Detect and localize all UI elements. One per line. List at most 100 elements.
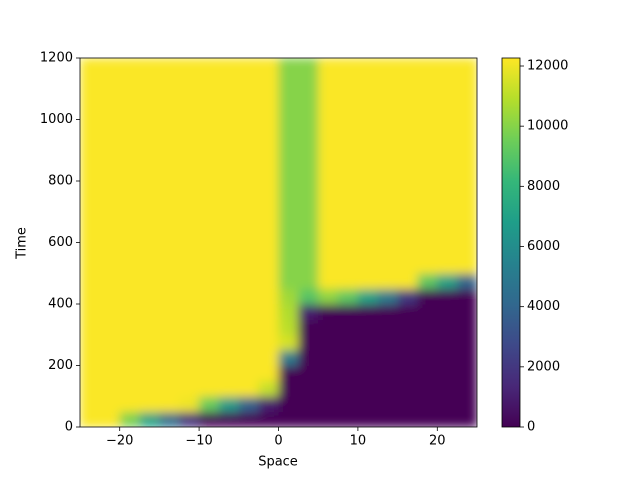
x-tick-label: 10 [350,434,367,449]
heatmap-cell [278,242,299,259]
heatmap-cell [397,181,419,197]
heatmap-cell [258,319,280,336]
heatmap-cell [397,304,419,320]
heatmap-cell [139,165,160,182]
heatmap-cell [298,411,319,427]
heatmap-cell [199,257,220,274]
heatmap-cell [357,273,379,290]
heatmap-cell [179,211,200,228]
heatmap-cell [258,211,280,228]
heatmap-cell [457,88,477,105]
heatmap-cell [437,150,458,167]
heatmap-cell [278,104,299,121]
heatmap-cell [377,196,399,213]
heatmap-cell [278,73,299,90]
heatmap-cell [258,334,280,351]
heatmap-cell [417,319,438,336]
heatmap-cell [437,165,458,182]
heatmap-cell [99,319,121,336]
heatmap-cell [377,227,399,244]
heatmap-cell [318,380,339,397]
heatmap-cell [397,119,419,136]
heatmap-cell [278,257,299,274]
heatmap-cell [298,58,319,74]
heatmap-cell [457,196,477,213]
heatmap-cell [139,73,160,90]
colorbar-tick-label: 8000 [527,179,560,194]
heatmap-cell [417,242,438,259]
heatmap-cell [80,88,101,105]
x-axis-label: Space [258,455,298,470]
heatmap-cell [338,227,359,244]
heatmap-cell [397,273,419,290]
heatmap-cell [278,150,299,167]
heatmap-cell [437,365,458,382]
heatmap-cell [357,396,379,413]
heatmap-cell [80,104,101,121]
heatmap-cell [199,73,220,90]
heatmap-cell [139,319,160,336]
heatmap-cell [338,319,359,336]
heatmap-cell [238,380,260,397]
heatmap-cell [318,273,339,290]
heatmap-cell [199,304,220,320]
heatmap-cell [278,88,299,105]
heatmap-cell [99,58,121,74]
heatmap-cell [357,380,379,397]
heatmap-cell [258,288,280,305]
heatmap-cell [278,165,299,182]
heatmap-cell [338,288,359,305]
heatmap-cell [278,304,299,320]
heatmap-cell [179,304,200,320]
heatmap-cell [397,165,419,182]
heatmap-cell [377,88,399,105]
heatmap-cell [357,411,379,427]
heatmap-cell [377,273,399,290]
heatmap-cell [99,165,121,182]
heatmap-cell [357,319,379,336]
heatmap-cell [179,365,200,382]
heatmap-cell [139,196,160,213]
heatmap-cell [99,304,121,320]
heatmap-cell [139,104,160,121]
heatmap-cell [417,411,438,427]
heatmap-cell [298,334,319,351]
heatmap-cell [318,88,339,105]
heatmap-cell [80,119,101,136]
heatmap-cell [258,257,280,274]
heatmap-cell [457,73,477,90]
heatmap-cell [377,380,399,397]
heatmap-cell [278,181,299,197]
heatmap-cell [179,288,200,305]
heatmap-cell [179,396,200,413]
heatmap-cell [119,88,141,105]
heatmap-cell [298,196,319,213]
heatmap-cell [457,334,477,351]
heatmap-cell [199,380,220,397]
heatmap-cell [318,319,339,336]
heatmap-cell [457,134,477,151]
heatmap-cell [278,319,299,336]
heatmap-cell [139,119,160,136]
heatmap-cell [258,380,280,397]
heatmap-cell [377,319,399,336]
heatmap-cell [417,165,438,182]
heatmap-cell [397,334,419,351]
heatmap-cell [298,365,319,382]
heatmap-cell [238,150,260,167]
heatmap-cell [218,211,240,228]
y-tick-label: 1000 [40,112,73,127]
heatmap-cell [417,365,438,382]
heatmap-cell [437,334,458,351]
heatmap-cell [318,304,339,320]
heatmap-cell [437,134,458,151]
heatmap-cell [139,334,160,351]
heatmap-cell [377,242,399,259]
heatmap-cell [417,257,438,274]
heatmap-cell [119,73,141,90]
heatmap-cell [377,396,399,413]
heatmap-cell [258,196,280,213]
heatmap-cell [238,165,260,182]
heatmap-cell [397,88,419,105]
